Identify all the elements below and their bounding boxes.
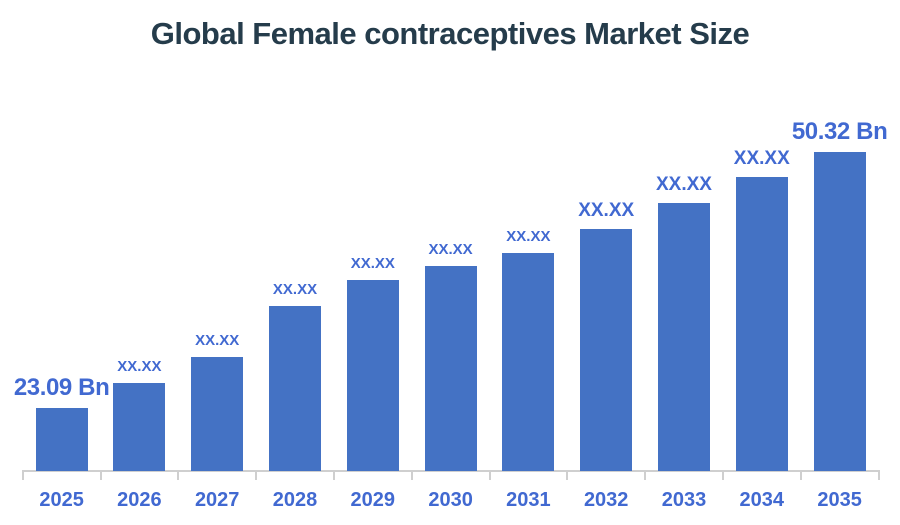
- x-axis-label-2025: 2025: [39, 489, 84, 511]
- x-axis-label-2026: 2026: [117, 489, 162, 511]
- bar-2030: [424, 266, 477, 471]
- x-axis-label-2031: 2031: [506, 489, 551, 511]
- bar-value-label-2033: XX.XX: [656, 174, 712, 196]
- x-axis-label-2032: 2032: [583, 489, 629, 511]
- x-axis-tick: [488, 470, 491, 480]
- x-axis-label-2029: 2029: [350, 489, 396, 511]
- x-axis-tick: [877, 470, 880, 480]
- bar-2031: [502, 253, 555, 471]
- x-axis-tick: [410, 470, 413, 480]
- chart-title: Global Female contraceptives Market Size: [150, 16, 750, 51]
- x-axis-tick: [255, 470, 258, 480]
- bar-value-label-2026: XX.XX: [117, 358, 162, 376]
- bar-value-label-2034: XX.XX: [733, 148, 790, 170]
- bar-2033: [658, 203, 710, 471]
- bar-value-label-2027: XX.XX: [195, 332, 240, 350]
- bar-2035: [813, 152, 866, 471]
- bar-2029: [346, 280, 399, 471]
- x-axis-tick: [332, 470, 335, 480]
- bar-value-label-2031: XX.XX: [506, 228, 551, 246]
- bar-2026: [113, 383, 166, 471]
- x-axis-tick: [21, 470, 24, 480]
- x-axis-tick: [99, 470, 102, 480]
- x-axis-tick: [177, 470, 180, 480]
- bar-value-label-2025: 23.09 Bn: [13, 373, 110, 401]
- bar-value-label-2035: 50.32 Bn: [791, 117, 888, 145]
- bar-value-label-2028: XX.XX: [272, 281, 318, 299]
- x-axis-tick: [566, 470, 569, 480]
- x-axis-label-2030: 2030: [428, 489, 473, 511]
- x-axis-tick: [721, 470, 724, 480]
- bar-value-label-2032: XX.XX: [578, 200, 635, 222]
- x-axis-label-2035: 2035: [817, 489, 862, 511]
- bar-2034: [735, 177, 788, 471]
- x-axis-tick: [799, 470, 802, 480]
- x-axis-label-2027: 2027: [194, 489, 240, 511]
- x-axis-line: [22, 470, 879, 472]
- x-axis-label-2033: 2033: [661, 489, 707, 511]
- bar-value-label-2029: XX.XX: [350, 255, 395, 273]
- bar-2032: [580, 229, 633, 471]
- x-axis-label-2028: 2028: [272, 489, 318, 511]
- bar-2027: [191, 357, 244, 471]
- x-axis-tick: [644, 470, 647, 480]
- bar-2025: [35, 408, 88, 471]
- bar-2028: [269, 306, 321, 471]
- bar-value-label-2030: XX.XX: [428, 241, 473, 259]
- x-axis-label-2034: 2034: [739, 489, 785, 511]
